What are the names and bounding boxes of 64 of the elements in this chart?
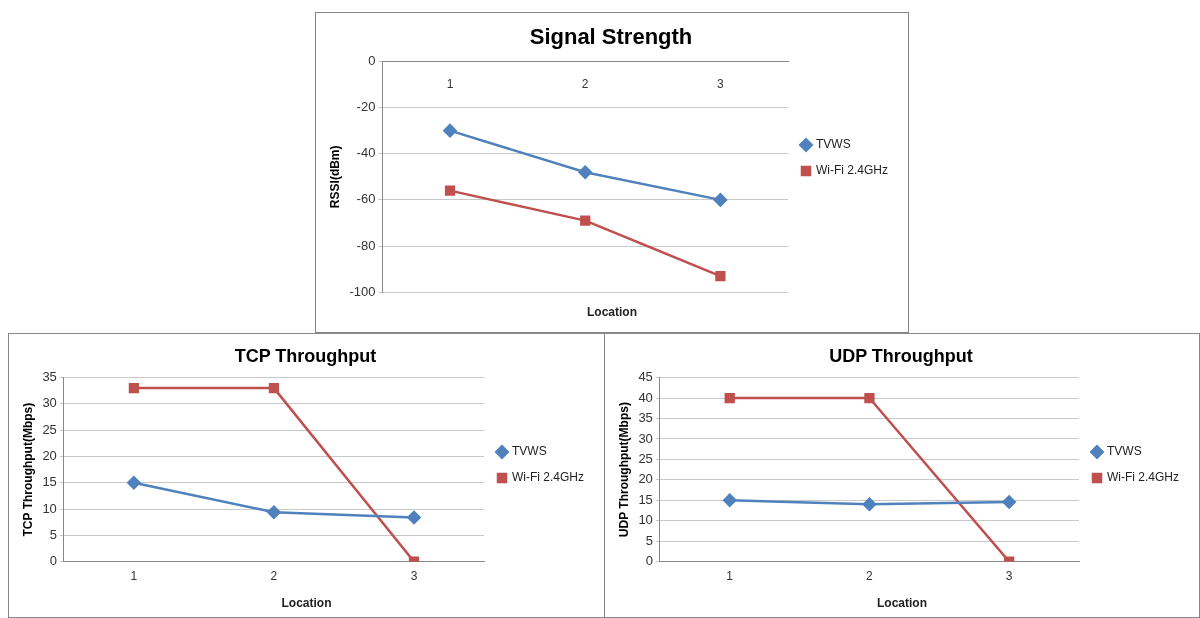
point bbox=[862, 497, 877, 512]
y-axis-title: UDP Throughput(Mbps) bbox=[616, 402, 631, 538]
chart-title: Signal Strength bbox=[529, 24, 693, 50]
point bbox=[722, 493, 737, 508]
y-tick-label: 35 bbox=[42, 369, 57, 385]
y-tick-label: -80 bbox=[356, 237, 376, 253]
x-tick-label: 1 bbox=[446, 76, 454, 91]
x-axis-title: Location bbox=[280, 596, 333, 610]
y-tick-label: 10 bbox=[42, 500, 57, 516]
legend-label: TVWS bbox=[816, 137, 851, 152]
x-tick-label: 1 bbox=[726, 569, 734, 584]
point bbox=[128, 382, 140, 394]
y-tick-label: 20 bbox=[638, 471, 653, 487]
chart-title: UDP Throughput bbox=[829, 345, 973, 366]
y-tick-label: 40 bbox=[638, 389, 653, 405]
y-axis-title: TCP Throughput(Mbps) bbox=[20, 402, 35, 537]
y-axis-title: RSSI(dBm) bbox=[327, 145, 342, 209]
legend-label: Wi-Fi 2.4GHz bbox=[512, 470, 584, 485]
point bbox=[268, 382, 280, 394]
point bbox=[864, 392, 875, 404]
y-tick-label: 45 bbox=[638, 369, 653, 385]
point bbox=[580, 215, 591, 226]
y-tick-label: 0 bbox=[49, 553, 57, 569]
y-tick-label: 0 bbox=[368, 52, 376, 68]
y-tick-label: 5 bbox=[49, 526, 57, 542]
y-tick-label: 30 bbox=[42, 395, 57, 411]
y-tick-label: 35 bbox=[638, 410, 653, 426]
legend-label: TVWS bbox=[1107, 444, 1142, 459]
chart-title: TCP Throughput bbox=[234, 345, 377, 366]
y-tick-label: 15 bbox=[638, 491, 653, 507]
point bbox=[713, 193, 728, 207]
point bbox=[443, 123, 457, 138]
x-tick-label: 2 bbox=[270, 569, 278, 584]
y-tick-label: 25 bbox=[638, 450, 653, 466]
x-axis-title: Location bbox=[876, 596, 928, 610]
y-tick-label: 5 bbox=[645, 532, 653, 548]
x-tick-label: 3 bbox=[410, 569, 418, 584]
y-tick-label: 10 bbox=[638, 512, 653, 528]
x-axis-title: Location bbox=[586, 305, 638, 319]
y-tick-label: 20 bbox=[42, 448, 57, 464]
y-tick-label: 30 bbox=[638, 430, 653, 446]
point bbox=[267, 505, 281, 519]
point bbox=[578, 165, 592, 179]
x-tick-label: 3 bbox=[717, 76, 725, 91]
y-tick-label: 15 bbox=[42, 474, 57, 490]
y-tick-label: -60 bbox=[356, 191, 376, 207]
y-tick-label: -100 bbox=[349, 283, 376, 299]
x-tick-label: 1 bbox=[130, 569, 138, 584]
x-tick-label: 3 bbox=[1005, 569, 1013, 584]
y-tick-label: -40 bbox=[356, 145, 376, 161]
point bbox=[407, 510, 421, 525]
x-tick-label: 2 bbox=[866, 569, 874, 584]
point bbox=[715, 270, 726, 282]
y-tick-label: 25 bbox=[42, 421, 57, 437]
point bbox=[127, 475, 141, 490]
x-tick-label: 2 bbox=[581, 76, 589, 91]
legend-label: Wi-Fi 2.4GHz bbox=[1107, 470, 1179, 485]
legend-label: Wi-Fi 2.4GHz bbox=[816, 163, 888, 178]
point bbox=[1002, 495, 1016, 509]
point bbox=[444, 185, 456, 196]
y-tick-label: 0 bbox=[645, 553, 653, 569]
legend-label: TVWS bbox=[512, 444, 547, 459]
y-tick-label: -20 bbox=[356, 99, 376, 115]
point bbox=[724, 392, 735, 404]
